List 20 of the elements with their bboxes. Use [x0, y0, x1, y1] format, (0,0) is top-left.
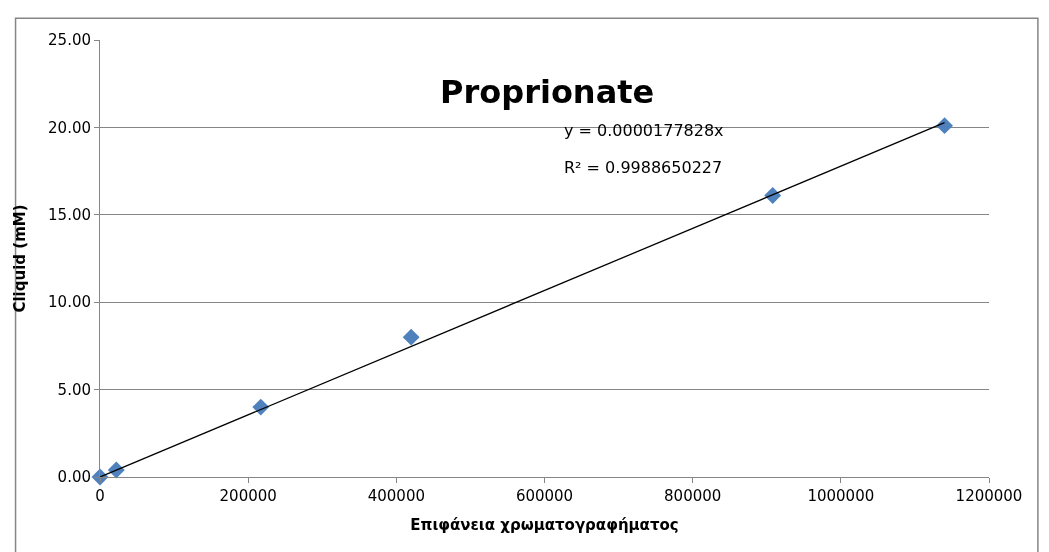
- y-tick-label: 0.00: [57, 468, 91, 487]
- y-tick-label: 25.00: [48, 31, 91, 50]
- x-tick-label: 1000000: [807, 487, 875, 505]
- x-tick-label: 1200000: [955, 487, 1023, 505]
- y-tick-label: 15.00: [48, 206, 91, 225]
- y-axis-title: Cliquid (mM): [11, 204, 30, 313]
- x-tick-label: 600000: [515, 487, 574, 505]
- y-tick-label: 5.00: [57, 380, 91, 399]
- y-tick-label: 10.00: [48, 293, 91, 312]
- x-tick-label: 0: [95, 487, 105, 505]
- text: Proprionate: [440, 73, 655, 111]
- x-tick-label: 800000: [664, 487, 722, 505]
- y-tick-label: 20.00: [48, 118, 91, 137]
- x-tick-label: 400000: [367, 487, 425, 505]
- point: [402, 328, 420, 346]
- x-axis-title: Επιφάνεια χρωματογραφήματος: [410, 516, 679, 534]
- annotation: R² = 0.9988650227: [564, 158, 723, 177]
- x-tick-label: 200000: [219, 487, 277, 505]
- annotation: y = 0.0000177828x: [564, 121, 724, 140]
- point: [936, 117, 953, 135]
